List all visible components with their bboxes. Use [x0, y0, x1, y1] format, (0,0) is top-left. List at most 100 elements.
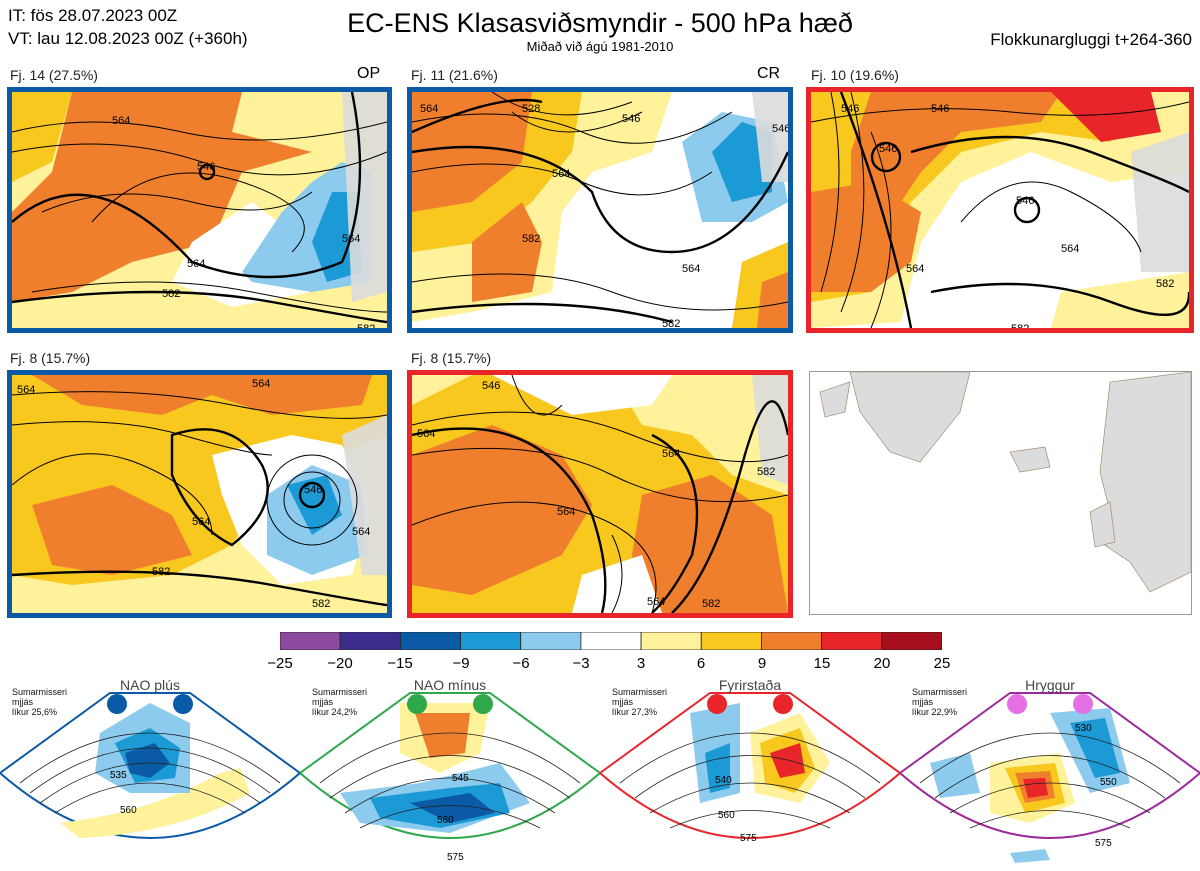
cluster-map-3: 546 546 546 546 564 564 582 582 — [811, 92, 1189, 328]
svg-text:546: 546 — [304, 484, 322, 496]
colorbar-swatch — [399, 632, 461, 650]
panel-label-4: Fj. 8 (15.7%) — [10, 350, 91, 366]
colorbar-tick: 6 — [696, 655, 706, 672]
colorbar-tick: −20 — [327, 655, 353, 672]
svg-text:530: 530 — [1075, 723, 1092, 734]
colorbar-tick: 9 — [757, 655, 767, 672]
regime-info: Sumarmisseri mjjás líkur 24,2% — [312, 687, 367, 717]
regime-map-nao-plus: 535 560 — [0, 692, 300, 839]
regime-name: Hryggur — [1025, 677, 1075, 693]
colorbar-ticks: −25 −20 −15 −9 −6 −3 3 6 9 15 20 25 — [240, 655, 980, 675]
svg-text:564: 564 — [1061, 243, 1079, 255]
classification-window: Flokkunargluggi t+264-360 — [990, 30, 1192, 49]
cluster-panel-4: 564 564 546 564 564 582 582 — [7, 370, 392, 618]
regime-season: Sumarmisseri — [12, 687, 68, 697]
svg-text:546: 546 — [1016, 195, 1034, 207]
init-time: IT: fös 28.07.2023 00Z — [8, 6, 178, 25]
colorbar-tick: 15 — [813, 655, 831, 672]
colorbar-tick: −3 — [572, 655, 590, 672]
cluster-map-5: 546 564 564 564 582 564 582 — [412, 375, 788, 613]
svg-text:564: 564 — [682, 263, 700, 275]
svg-text:582: 582 — [1156, 278, 1174, 290]
colorbar-tick: −6 — [512, 655, 530, 672]
svg-text:546: 546 — [931, 103, 949, 115]
regime-info: Sumarmisseri mjjás líkur 22,9% — [912, 687, 967, 717]
colorbar-swatch — [881, 632, 942, 650]
svg-text:582: 582 — [152, 566, 170, 578]
regime-nao-minus: 545 560 575 NAO mínus Sumarmisseri mjjás… — [300, 673, 600, 871]
svg-text:564: 564 — [187, 258, 205, 270]
regime-probability: líkur 24,2% — [312, 707, 358, 717]
colorbar — [280, 632, 942, 650]
svg-text:546: 546 — [622, 113, 640, 125]
svg-text:564: 564 — [662, 448, 680, 460]
page-subtitle: Miðað við ágú 1981-2010 — [526, 39, 674, 54]
svg-text:560: 560 — [437, 815, 454, 826]
svg-text:560: 560 — [718, 810, 735, 821]
regime-info: Sumarmisseri mjjás líkur 27,3% — [612, 687, 667, 717]
svg-text:582: 582 — [757, 466, 775, 478]
svg-text:535: 535 — [110, 770, 127, 781]
svg-text:564: 564 — [342, 233, 360, 245]
colorbar-swatch — [280, 632, 341, 650]
svg-text:564: 564 — [112, 115, 130, 127]
svg-text:564: 564 — [906, 263, 924, 275]
svg-text:546: 546 — [879, 143, 897, 155]
regime-map-ridge: 530 550 575 — [900, 692, 1200, 863]
colorbar-swatch — [460, 632, 522, 650]
regime-months: mjjás — [912, 697, 934, 707]
colorbar-tick: 3 — [636, 655, 646, 672]
colorbar-swatch — [580, 632, 642, 650]
regime-name: NAO mínus — [413, 677, 487, 693]
regime-map-nao-minus: 545 560 575 — [300, 692, 600, 863]
cluster-panel-2: 564 528 546 546 564 582 564 582 — [407, 87, 793, 333]
svg-text:528: 528 — [522, 103, 540, 115]
svg-text:582: 582 — [1011, 323, 1029, 328]
regime-name: NAO plús — [120, 677, 180, 693]
svg-text:575: 575 — [740, 833, 757, 844]
svg-text:564: 564 — [352, 526, 370, 538]
regime-months: mjjás — [612, 697, 634, 707]
regime-probability: líkur 27,3% — [612, 707, 658, 717]
svg-text:582: 582 — [662, 318, 680, 328]
svg-text:564: 564 — [17, 384, 35, 396]
colorbar-swatch — [520, 632, 582, 650]
panel-label-2: Fj. 11 (21.6%) — [411, 67, 498, 83]
svg-text:564: 564 — [192, 516, 210, 528]
colorbar-tick: −25 — [267, 655, 293, 672]
svg-text:545: 545 — [452, 773, 469, 784]
svg-text:564: 564 — [417, 428, 435, 440]
panel-tag-cr: CR — [757, 65, 781, 82]
svg-text:560: 560 — [120, 805, 137, 816]
svg-text:564: 564 — [647, 596, 665, 608]
regime-name: Fyrirstaða — [718, 677, 782, 693]
svg-text:582: 582 — [357, 323, 375, 328]
colorbar-swatch — [761, 632, 823, 650]
regime-map-blocking: 540 560 575 — [600, 692, 900, 844]
regime-months: mjjás — [312, 697, 334, 707]
svg-text:564: 564 — [557, 506, 575, 518]
colorbar-swatch — [640, 632, 702, 650]
panel-tag-op: OP — [357, 65, 381, 82]
svg-text:546: 546 — [197, 161, 215, 173]
cluster-panel-1: 564 546 564 582 564 582 — [7, 87, 392, 333]
regime-probability: líkur 22,9% — [912, 707, 958, 717]
empty-map — [810, 372, 1191, 614]
svg-text:582: 582 — [702, 598, 720, 610]
svg-text:582: 582 — [522, 233, 540, 245]
svg-text:582: 582 — [162, 288, 180, 300]
svg-text:564: 564 — [252, 378, 270, 390]
cluster-map-4: 564 564 546 564 564 582 582 — [12, 375, 387, 613]
regime-season: Sumarmisseri — [312, 687, 368, 697]
page-title: EC-ENS Klasasviðsmyndir - 500 hPa hæð — [347, 8, 853, 38]
svg-text:575: 575 — [1095, 838, 1112, 849]
svg-text:546: 546 — [772, 123, 788, 135]
cluster-map-2: 564 528 546 546 564 582 564 582 — [412, 92, 788, 328]
svg-text:575: 575 — [447, 852, 464, 863]
regime-season: Sumarmisseri — [912, 687, 968, 697]
regime-blocking: 540 560 575 Fyrirstaða Sumarmisseri mjjá… — [600, 673, 900, 871]
svg-text:550: 550 — [1100, 777, 1117, 788]
panel-label-5: Fj. 8 (15.7%) — [411, 350, 492, 366]
colorbar-tick: 20 — [873, 655, 891, 672]
colorbar-tick: 25 — [933, 655, 951, 672]
